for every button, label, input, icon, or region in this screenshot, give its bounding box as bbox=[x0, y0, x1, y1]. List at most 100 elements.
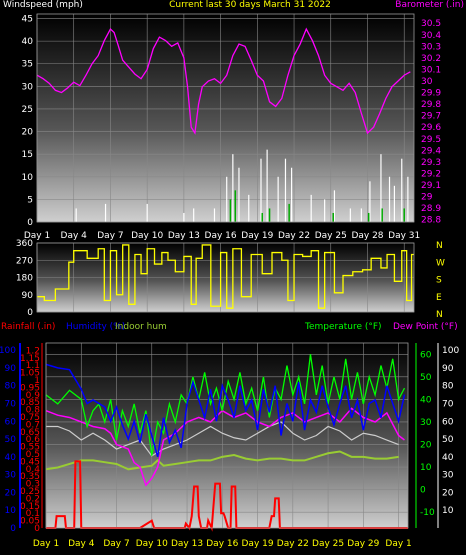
chart1-y-right-tick: 30.5 bbox=[421, 19, 441, 29]
chart3-hum-tick: 50 bbox=[5, 435, 17, 445]
chart3-dew-tick: 10 bbox=[442, 506, 454, 516]
chart3-temp-tick: 0 bbox=[420, 486, 426, 496]
chart3-hum-tick: 90 bbox=[5, 364, 17, 374]
chart3-x-tick: Day 10 bbox=[136, 539, 168, 549]
chart3-temp-tick: 60 bbox=[420, 350, 432, 360]
chart1-y-right-tick: 28.8 bbox=[421, 216, 441, 226]
chart3-rain-tick: 0.45 bbox=[20, 457, 40, 467]
chart1-y-right-tick: 29.1 bbox=[421, 181, 441, 191]
chart1-plot bbox=[37, 14, 414, 222]
chart3-x-tick: Day 16 bbox=[206, 539, 238, 549]
chart3-rain-tick: 0.3 bbox=[26, 480, 40, 490]
chart3-rain-tick: 0.2 bbox=[26, 494, 40, 504]
chart1-x-tick: Day 13 bbox=[168, 231, 200, 241]
chart3-x-tick: Day 29 bbox=[347, 539, 379, 549]
chart1-y-left-tick: 15 bbox=[22, 150, 33, 160]
chart3-rain-tick: 1.15 bbox=[20, 354, 40, 364]
chart3-rain-tick: 0.75 bbox=[20, 413, 40, 423]
wind-direction-line bbox=[37, 244, 414, 309]
chart3-x-tick: Day 1 bbox=[33, 539, 59, 549]
chart3-rain-tick: 1.05 bbox=[20, 369, 40, 379]
chart1-y-right-tick: 29.4 bbox=[421, 146, 441, 156]
chart1-x-tick: Day 10 bbox=[131, 231, 163, 241]
chart2-border bbox=[36, 242, 415, 313]
chart1-x-tick: Day 7 bbox=[97, 231, 123, 241]
chart3-temp-tick: 20 bbox=[420, 441, 432, 451]
chart1-border bbox=[36, 13, 415, 223]
chart1-x-tick: Day 22 bbox=[278, 231, 310, 241]
chart1-y-right-tick: 29 bbox=[421, 193, 433, 203]
rain-label: Rainfall (.in) bbox=[1, 322, 55, 332]
chart1-y-right-tick: 29.6 bbox=[421, 123, 441, 133]
chart1-y-left-tick: 35 bbox=[22, 60, 33, 70]
chart1-y-left-tick: 10 bbox=[22, 173, 34, 183]
chart3-x-tick: Day 13 bbox=[171, 539, 203, 549]
chart3-rain-tick: 0 bbox=[34, 524, 40, 534]
chart1-y-left-tick: 30 bbox=[22, 82, 34, 92]
chart3-temp-tick: 40 bbox=[420, 395, 432, 405]
chart3-rain-tick: 0.15 bbox=[20, 502, 40, 512]
chart2-y-left-tick: 90 bbox=[22, 291, 34, 301]
chart3-x-tick: Day 4 bbox=[68, 539, 95, 549]
chart3-dew-tick: 20 bbox=[442, 488, 454, 498]
chart1-y-left-tick: 0 bbox=[27, 218, 33, 228]
chart1-x-tick: Day 28 bbox=[351, 231, 383, 241]
chart3-rain-tick: 0.85 bbox=[20, 398, 40, 408]
chart3-rain-tick: 0.6 bbox=[26, 435, 41, 445]
chart1-y-left-tick: 45 bbox=[22, 15, 33, 25]
chart1-y-right-tick: 30.2 bbox=[421, 54, 441, 64]
chart3-rain-tick: 0.65 bbox=[20, 428, 40, 438]
chart1-y-left-tick: 40 bbox=[22, 37, 34, 47]
chart1-y-right-tick: 29.8 bbox=[421, 100, 441, 110]
chart3-rain-tick: 0.95 bbox=[20, 383, 40, 393]
chart3-hum-tick: 70 bbox=[5, 399, 17, 409]
chart3-rain-tick: 0.35 bbox=[20, 472, 40, 482]
chart2-y-left-tick: 0 bbox=[27, 308, 33, 318]
indoor-temperature-line bbox=[46, 421, 399, 457]
chart2-y-left-tick: 360 bbox=[16, 239, 33, 249]
chart3-temp-tick: 30 bbox=[420, 418, 432, 428]
chart3-rain-tick: 1 bbox=[34, 376, 40, 386]
chart1-x-tick: Day 4 bbox=[61, 231, 88, 241]
humidity-label: Humidity (%) bbox=[66, 322, 125, 332]
chart3-x-tick: Day 19 bbox=[242, 539, 274, 549]
chart1-y-right-tick: 29.9 bbox=[421, 89, 441, 99]
chart2-y-right-tick: E bbox=[436, 293, 442, 303]
chart1-y-right-tick: 30.4 bbox=[421, 31, 441, 41]
temperature-label: Temperature (°F) bbox=[304, 322, 382, 332]
chart3-hum-tick: 100 bbox=[0, 346, 16, 356]
header-right: Barometer (.in) bbox=[395, 0, 464, 10]
chart1-x-tick: Day 1 bbox=[24, 231, 50, 241]
chart3-temp-tick: 50 bbox=[420, 373, 432, 383]
chart2-y-right-tick: S bbox=[436, 276, 442, 286]
chart3-x-tick: Day 7 bbox=[103, 539, 129, 549]
chart3-temp-tick: -10 bbox=[420, 508, 435, 518]
chart1-y-right-tick: 30 bbox=[421, 77, 433, 87]
chart1-y-left-tick: 20 bbox=[22, 128, 34, 138]
header-center: Current last 30 days March 31 2022 bbox=[169, 0, 331, 10]
chart3-rain-tick: 0.5 bbox=[26, 450, 40, 460]
chart3-rain-tick: 0.25 bbox=[20, 487, 40, 497]
chart2-y-right-tick: N bbox=[436, 241, 443, 251]
chart3-hum-tick: 20 bbox=[5, 488, 17, 498]
chart2-y-right-tick: W bbox=[436, 258, 445, 268]
chart2-y-left-tick: 180 bbox=[16, 274, 33, 284]
chart3-rain-tick: 0.4 bbox=[26, 465, 41, 475]
chart3-x-tick: Day 1 bbox=[385, 539, 411, 549]
chart2-y-right-tick: N bbox=[436, 310, 443, 320]
chart3-border bbox=[45, 342, 409, 529]
chart3-rain-tick: 0.9 bbox=[26, 391, 41, 401]
chart1-x-tick: Day 31 bbox=[388, 231, 420, 241]
indoor-humidity-line bbox=[45, 450, 399, 471]
chart3-hum-tick: 80 bbox=[5, 382, 17, 392]
chart3-rain-tick: 0.8 bbox=[26, 406, 41, 416]
chart3-rain-tick: 0.05 bbox=[20, 517, 40, 527]
indoor-hum-label: Indoor hum bbox=[115, 322, 167, 332]
chart1-y-left-tick: 5 bbox=[27, 195, 33, 205]
chart1-y-right-tick: 28.9 bbox=[421, 204, 441, 214]
chart3-rain-tick: 0.1 bbox=[26, 509, 40, 519]
chart1-y-right-tick: 29.5 bbox=[421, 135, 441, 145]
chart3-hum-tick: 60 bbox=[5, 417, 17, 427]
chart3-rain-tick: 0.55 bbox=[20, 443, 40, 453]
